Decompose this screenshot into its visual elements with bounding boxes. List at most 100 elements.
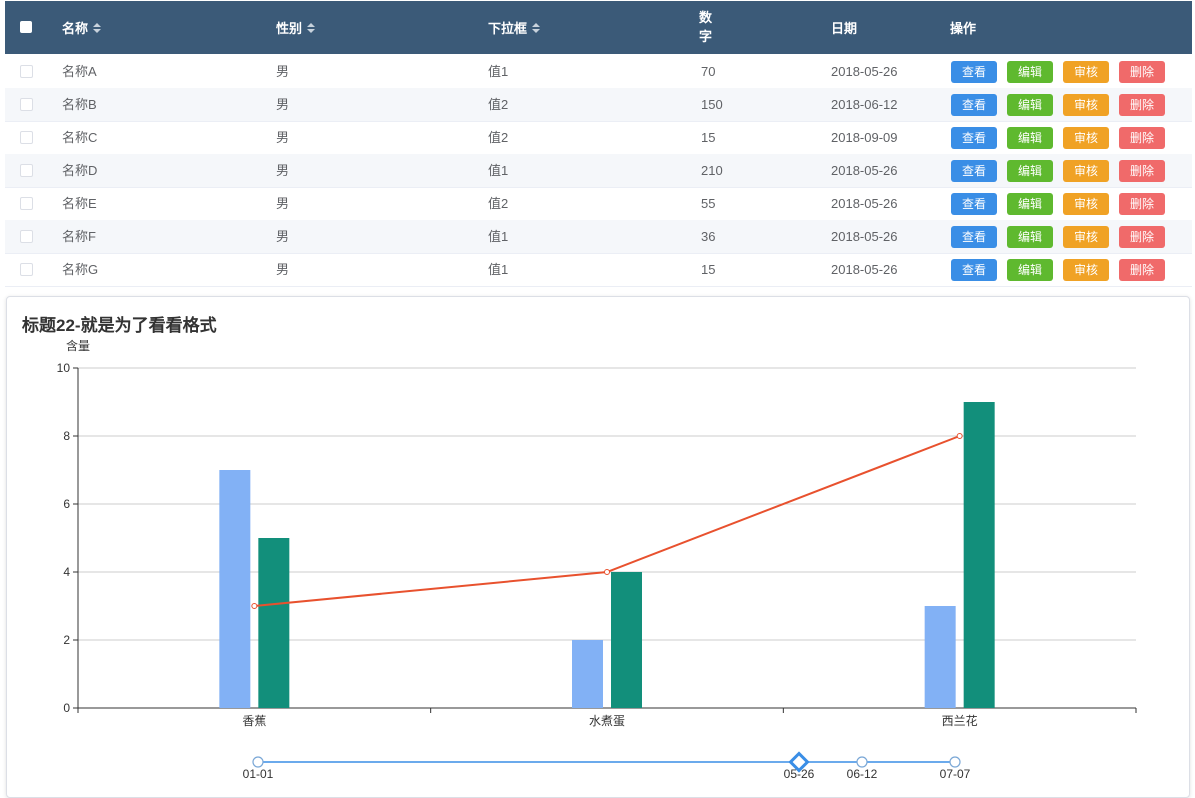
cell-name: 名称F bbox=[62, 229, 96, 244]
row-checkbox[interactable] bbox=[20, 164, 33, 177]
row-checkbox[interactable] bbox=[20, 131, 33, 144]
edit-button[interactable]: 编辑 bbox=[1007, 193, 1053, 215]
delete-button[interactable]: 删除 bbox=[1119, 94, 1165, 116]
cell-dropdown: 值1 bbox=[488, 64, 509, 79]
cell-name: 名称E bbox=[62, 196, 97, 211]
y-tick-label: 8 bbox=[63, 429, 70, 443]
cell-dropdown: 值1 bbox=[488, 229, 509, 244]
view-button[interactable]: 查看 bbox=[951, 94, 997, 116]
header-actions: 操作 bbox=[950, 21, 977, 36]
sort-icon[interactable] bbox=[307, 22, 316, 33]
header-name[interactable]: 名称 bbox=[62, 1, 102, 54]
delete-button[interactable]: 删除 bbox=[1119, 127, 1165, 149]
line-point bbox=[251, 603, 258, 609]
audit-button[interactable]: 审核 bbox=[1063, 61, 1109, 83]
view-button[interactable]: 查看 bbox=[951, 226, 997, 248]
edit-button[interactable]: 编辑 bbox=[1007, 226, 1053, 248]
table-row: 名称F 男 值1 36 2018-05-26 查看 编辑 审核 删除 bbox=[5, 220, 1192, 254]
cell-dropdown: 值1 bbox=[488, 262, 509, 277]
timeline-current-marker[interactable] bbox=[788, 751, 810, 773]
view-button[interactable]: 查看 bbox=[951, 193, 997, 215]
bar-series-1 bbox=[924, 606, 956, 708]
view-button[interactable]: 查看 bbox=[951, 127, 997, 149]
delete-button[interactable]: 删除 bbox=[1119, 160, 1165, 182]
view-button[interactable]: 查看 bbox=[951, 259, 997, 281]
delete-button[interactable]: 删除 bbox=[1119, 226, 1165, 248]
cell-date: 2018-05-26 bbox=[831, 229, 898, 244]
header-gender[interactable]: 性别 bbox=[276, 1, 316, 54]
audit-button[interactable]: 审核 bbox=[1063, 193, 1109, 215]
row-checkbox[interactable] bbox=[20, 263, 33, 276]
cell-number: 15 bbox=[701, 130, 716, 145]
cell-gender: 男 bbox=[276, 163, 290, 178]
cell-gender: 男 bbox=[276, 196, 290, 211]
delete-button[interactable]: 删除 bbox=[1119, 259, 1165, 281]
view-button[interactable]: 查看 bbox=[951, 160, 997, 182]
cell-dropdown: 值1 bbox=[488, 163, 509, 178]
bar-series-1 bbox=[219, 470, 251, 708]
audit-button[interactable]: 审核 bbox=[1063, 259, 1109, 281]
x-tick-label: 香蕉 bbox=[242, 714, 266, 728]
cell-dropdown: 值2 bbox=[488, 97, 509, 112]
edit-button[interactable]: 编辑 bbox=[1007, 61, 1053, 83]
cell-name: 名称A bbox=[62, 64, 97, 79]
timeline-node[interactable] bbox=[252, 756, 264, 768]
y-tick-label: 2 bbox=[63, 633, 70, 647]
row-checkbox[interactable] bbox=[20, 197, 33, 210]
audit-button[interactable]: 审核 bbox=[1063, 160, 1109, 182]
cell-gender: 男 bbox=[276, 97, 290, 112]
cell-date: 2018-05-26 bbox=[831, 196, 898, 211]
cell-date: 2018-05-26 bbox=[831, 262, 898, 277]
cell-date: 2018-05-26 bbox=[831, 163, 898, 178]
sort-icon[interactable] bbox=[532, 22, 541, 33]
table-row: 名称C 男 值2 15 2018-09-09 查看 编辑 审核 删除 bbox=[5, 121, 1192, 155]
timeline-label: 05-26 bbox=[784, 767, 815, 781]
edit-button[interactable]: 编辑 bbox=[1007, 259, 1053, 281]
cell-number: 210 bbox=[701, 163, 723, 178]
table-row: 名称G 男 值1 15 2018-05-26 查看 编辑 审核 删除 bbox=[5, 253, 1192, 287]
timeline-node[interactable] bbox=[856, 756, 868, 768]
edit-button[interactable]: 编辑 bbox=[1007, 160, 1053, 182]
chart: 含量 0 2 4 6 8 10 香蕉 水煮蛋 西兰花 01-01 05-26 06-12 07-07 bbox=[57, 338, 1137, 781]
row-checkbox[interactable] bbox=[20, 98, 33, 111]
audit-button[interactable]: 审核 bbox=[1063, 127, 1109, 149]
timeline-label: 07-07 bbox=[940, 767, 971, 781]
line-series bbox=[254, 435, 961, 607]
select-all-checkbox[interactable] bbox=[20, 21, 32, 33]
delete-button[interactable]: 删除 bbox=[1119, 61, 1165, 83]
cell-number: 36 bbox=[701, 229, 716, 244]
audit-button[interactable]: 审核 bbox=[1063, 226, 1109, 248]
line-point bbox=[604, 569, 610, 575]
data-table: 名称 性别 下拉框 数 字 日期 操作 名称A 男值1 70 2018-05-26 查看… bbox=[5, 1, 1192, 287]
delete-button[interactable]: 删除 bbox=[1119, 193, 1165, 215]
x-tick-label: 西兰花 bbox=[942, 713, 978, 728]
cell-number: 150 bbox=[701, 97, 723, 112]
bar-series-2 bbox=[611, 572, 642, 708]
cell-gender: 男 bbox=[276, 229, 290, 244]
timeline-label: 01-01 bbox=[243, 767, 274, 781]
edit-button[interactable]: 编辑 bbox=[1007, 127, 1053, 149]
cell-date: 2018-06-12 bbox=[831, 97, 898, 112]
cell-date: 2018-09-09 bbox=[831, 130, 898, 145]
cell-gender: 男 bbox=[276, 64, 290, 79]
cell-name: 名称C bbox=[62, 130, 98, 145]
y-tick-label: 4 bbox=[63, 565, 70, 579]
row-checkbox[interactable] bbox=[20, 230, 33, 243]
table-row: 名称B 男 值2 150 2018-06-12 查看 编辑 审核 删除 bbox=[5, 88, 1192, 122]
x-tick-label: 水煮蛋 bbox=[589, 714, 625, 728]
header-dropdown[interactable]: 下拉框 bbox=[488, 1, 541, 54]
edit-button[interactable]: 编辑 bbox=[1007, 94, 1053, 116]
cell-name: 名称B bbox=[62, 97, 97, 112]
table-row: 名称A 男 值1 70 2018-05-26 查看 编辑 审核 删除 bbox=[5, 55, 1192, 89]
view-button[interactable]: 查看 bbox=[951, 61, 997, 83]
cell-dropdown: 值2 bbox=[488, 130, 509, 145]
table-row: 名称E 男 值2 55 2018-05-26 查看 编辑 审核 删除 bbox=[5, 187, 1192, 221]
sort-icon[interactable] bbox=[93, 22, 102, 33]
timeline-node[interactable] bbox=[949, 756, 961, 768]
audit-button[interactable]: 审核 bbox=[1063, 94, 1109, 116]
cell-number: 70 bbox=[701, 64, 716, 79]
line-point bbox=[956, 433, 963, 439]
bar-series-2 bbox=[258, 538, 290, 708]
cell-gender: 男 bbox=[276, 262, 290, 277]
row-checkbox[interactable] bbox=[20, 65, 33, 78]
